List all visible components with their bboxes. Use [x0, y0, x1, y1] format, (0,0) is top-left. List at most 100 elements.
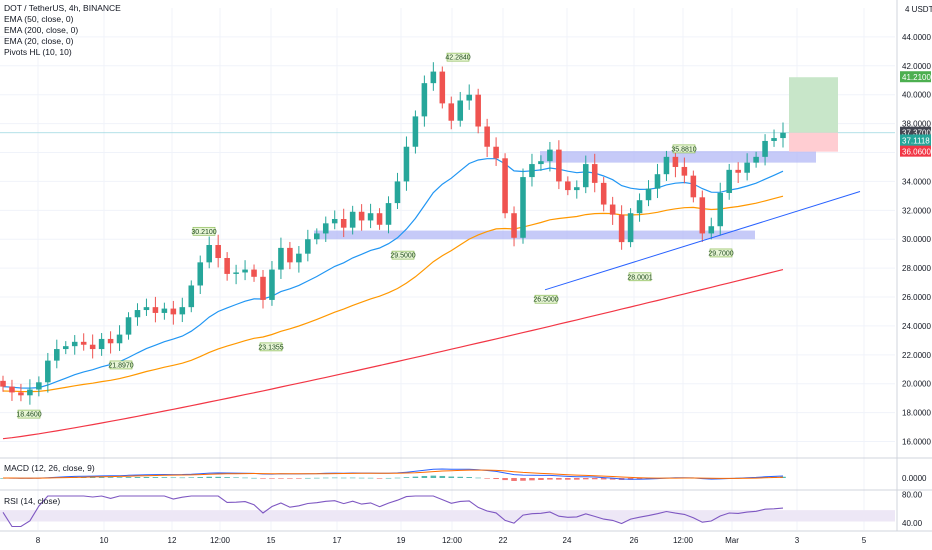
pivot-box — [709, 248, 733, 258]
candle — [54, 339, 60, 369]
rsi-label[interactable]: RSI (14, close) — [4, 496, 61, 506]
grid — [0, 8, 895, 530]
candle — [322, 216, 329, 242]
symbol-title[interactable]: DOT / TetherUS, 4h, BINANCE — [4, 3, 121, 13]
candle-body — [125, 317, 132, 335]
candle-body — [107, 338, 114, 344]
candle-body — [18, 392, 24, 396]
candle-body — [520, 177, 526, 238]
pivot-label: 23.1355 — [258, 342, 284, 351]
macd-pane — [0, 468, 786, 481]
candle-body — [188, 285, 195, 308]
candle — [538, 155, 544, 171]
pivot-text: 29.7000 — [708, 250, 733, 257]
candle — [618, 205, 625, 250]
rsi-line — [2, 495, 784, 528]
x-tick-label: 10 — [100, 536, 109, 545]
macd-histogram-bar — [636, 478, 643, 480]
candle-body — [744, 162, 750, 173]
indicator-ema20[interactable]: EMA (20, close, 0) — [4, 36, 74, 46]
macd-histogram-bar — [179, 477, 186, 479]
candle-body — [484, 126, 490, 147]
pivot-box — [17, 409, 41, 419]
stop-tag-bg — [900, 145, 931, 157]
macd-histogram-bar — [421, 475, 428, 478]
candle-body — [27, 389, 33, 396]
pivot-text: 21.8970 — [108, 362, 133, 369]
macd-histogram-bar — [565, 478, 571, 480]
candle-body — [170, 308, 177, 315]
candle — [672, 149, 679, 178]
stop-zone — [789, 132, 838, 152]
pivot-label: 35.8810 — [671, 144, 697, 153]
pivot-text: 30.2100 — [191, 229, 216, 236]
candle-body — [143, 307, 150, 311]
indicator-ema50[interactable]: EMA (50, close, 0) — [4, 14, 74, 24]
candle-body — [305, 239, 311, 254]
candle — [430, 62, 437, 91]
pivot-label: 29.5000 — [390, 250, 416, 260]
candle — [520, 168, 526, 244]
rsi-band — [0, 510, 895, 522]
last-price-tag-bg — [900, 126, 931, 138]
ema50-path — [2, 195, 784, 393]
candle-body — [753, 156, 759, 163]
x-tick-label: 12 — [168, 536, 177, 545]
pivot-text: 42.2840 — [445, 55, 470, 62]
candle — [45, 352, 51, 393]
candle — [403, 136, 410, 191]
macd-histogram-bar — [430, 475, 437, 478]
candle — [547, 141, 553, 172]
x-tick-label: 8 — [36, 536, 41, 545]
indicator-pivots[interactable]: Pivots HL (10, 10) — [4, 47, 72, 57]
candle — [340, 208, 347, 238]
last-price-tag: 37.3700 — [900, 126, 931, 138]
macd-histogram-bar — [322, 477, 329, 479]
x-tick-label: 12:00 — [673, 536, 694, 545]
ema200-line — [2, 269, 784, 440]
candle — [143, 298, 150, 316]
candle — [170, 300, 177, 325]
candle — [314, 228, 320, 245]
candle — [636, 193, 643, 222]
y-tick-label: 28.0000 — [902, 264, 931, 273]
pivot-text: 23.1355 — [258, 344, 283, 351]
candle-body — [681, 166, 688, 176]
candle-body — [98, 338, 105, 350]
indicator-ema200[interactable]: EMA (200, close, 0) — [4, 25, 79, 35]
candle — [134, 303, 141, 326]
macd-histogram-bar — [134, 477, 141, 478]
macd-histogram-bar — [188, 477, 195, 478]
candle-body — [116, 334, 123, 344]
candle-body — [663, 156, 670, 175]
macd-histogram-bar — [197, 477, 204, 478]
candle — [296, 246, 302, 273]
candle — [627, 208, 634, 248]
candle — [654, 163, 661, 199]
candle — [762, 134, 768, 166]
y-tick-label: 38.0000 — [902, 120, 931, 129]
candle — [529, 153, 535, 187]
macd-histogram-bar — [529, 478, 535, 481]
ema20-line — [2, 158, 784, 389]
macd-histogram-bar — [107, 477, 114, 478]
candle — [780, 122, 786, 148]
candle-body — [80, 341, 87, 345]
x-tick-label: 17 — [333, 536, 342, 545]
candle — [421, 75, 428, 127]
x-tick-label: 24 — [563, 536, 572, 545]
macd-histogram-bar — [385, 477, 392, 479]
candle — [591, 153, 598, 193]
pivot-label: 29.7000 — [708, 248, 734, 258]
macd-label[interactable]: MACD (12, 26, close, 9) — [4, 463, 95, 473]
candle-body — [0, 380, 6, 387]
candle-body — [215, 245, 221, 259]
y-axis-unit-label: 4 USDT — [905, 5, 932, 14]
candle-body — [547, 149, 553, 162]
candle — [753, 151, 759, 168]
x-tick-label: 15 — [267, 536, 276, 545]
